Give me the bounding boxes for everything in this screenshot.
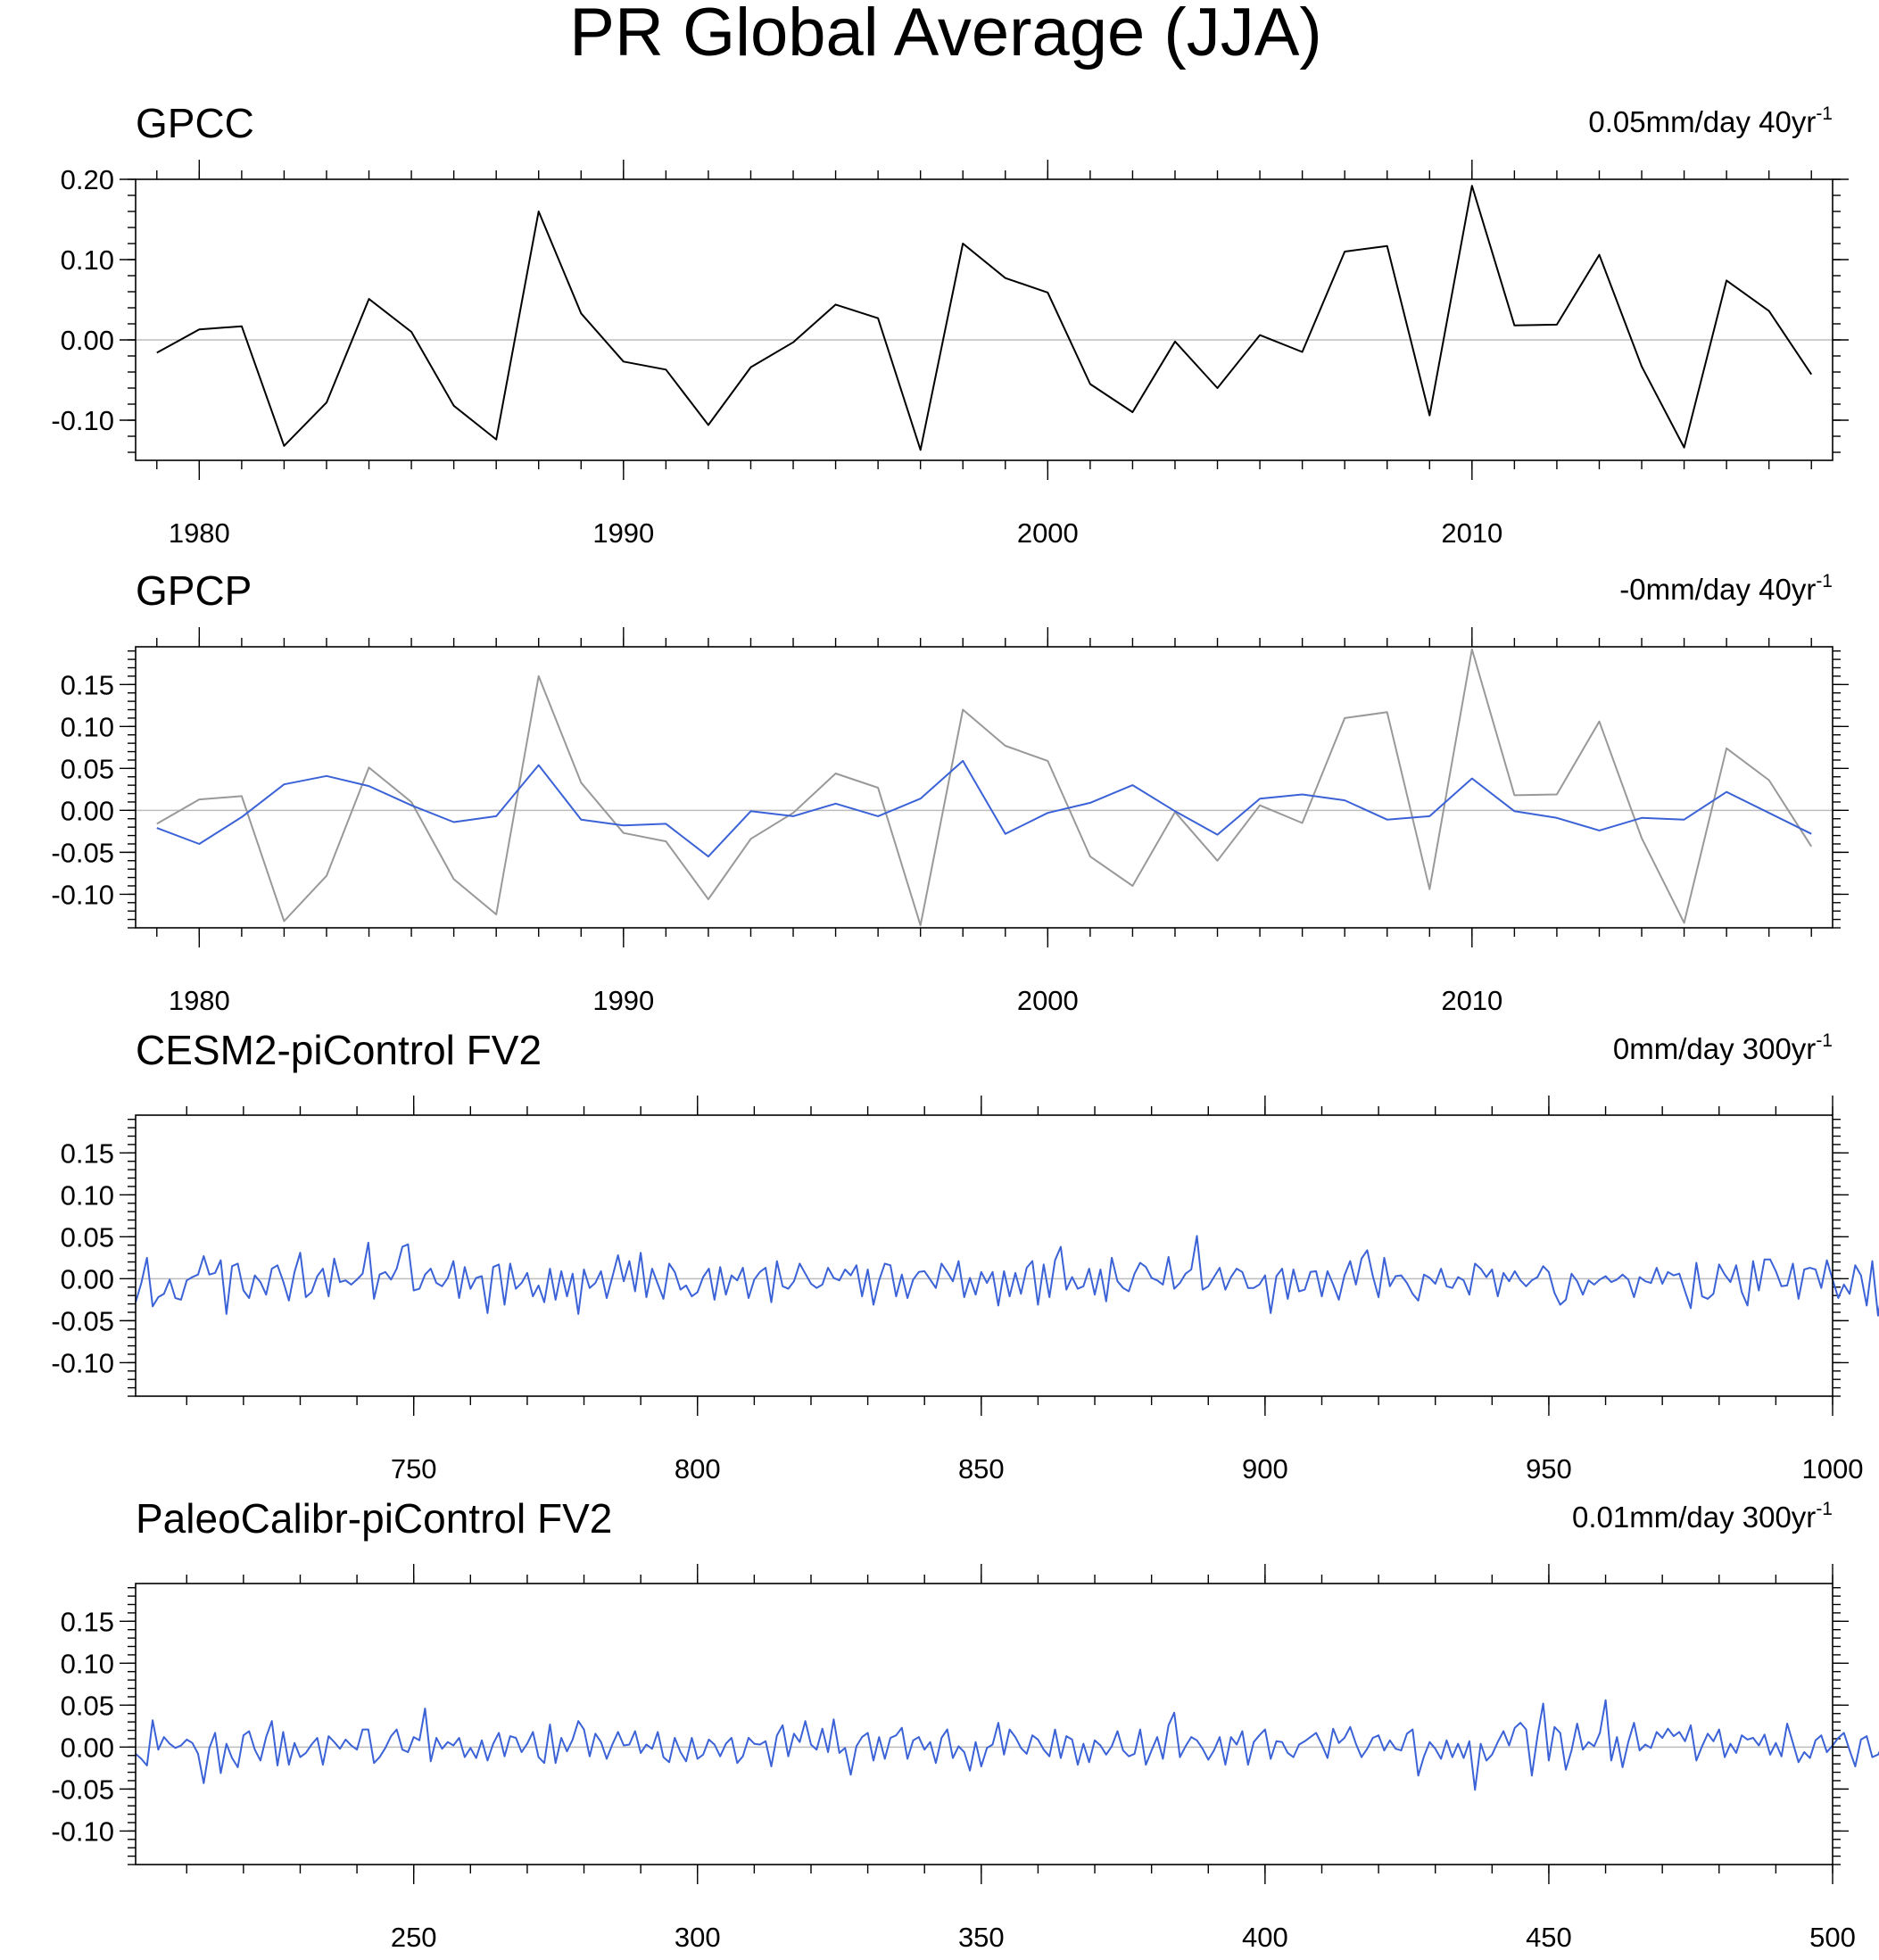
y-tick-label: -0.10	[51, 1815, 114, 1847]
x-tick-label: 950	[1526, 1453, 1572, 1484]
x-tick-label: 2010	[1441, 985, 1502, 1016]
y-tick-label: 0.00	[61, 795, 114, 826]
y-tick-label: -0.10	[51, 879, 114, 910]
y-tick-label: 0.05	[61, 1690, 114, 1721]
x-tick-label: 1990	[592, 517, 654, 549]
x-tick-label: 500	[1809, 1922, 1856, 1953]
plot-frame	[135, 646, 1833, 929]
panel-title: PaleoCalibr-piControl FV2	[136, 1495, 612, 1542]
y-tick-label: -0.10	[51, 1347, 114, 1378]
x-tick-label: 800	[675, 1453, 721, 1484]
y-tick-label: 0.10	[61, 1179, 114, 1211]
figure-title: PR Global Average (JJA)	[569, 0, 1321, 70]
x-tick-label: 450	[1526, 1922, 1572, 1953]
trend-label: 0.01mm/day 300yr-1	[1572, 1499, 1833, 1534]
trend-label: -0mm/day 40yr-1	[1619, 571, 1833, 606]
y-tick-label: -0.05	[51, 1305, 114, 1336]
y-tick-label: 0.15	[61, 1137, 114, 1169]
y-tick-label: 0.15	[61, 669, 114, 700]
y-tick-label: 0.05	[61, 753, 114, 784]
panel-title: GPCP	[136, 567, 252, 614]
x-tick-label: 1000	[1802, 1453, 1864, 1484]
x-tick-label: 250	[391, 1922, 437, 1953]
trend-exponent: -1	[1816, 1030, 1833, 1051]
x-tick-label: 850	[958, 1453, 1005, 1484]
trend-value: 0.01mm/day 300yr	[1572, 1501, 1816, 1534]
x-tick-label: 1980	[169, 517, 230, 549]
y-tick-label: 0.20	[61, 164, 114, 195]
panel-title: CESM2-piControl FV2	[136, 1027, 542, 1073]
y-tick-label: -0.05	[51, 837, 114, 868]
chart-panel-4: PaleoCalibr-piControl FV2 0.01mm/day 300y…	[51, 1495, 1879, 1953]
trend-exponent: -1	[1816, 103, 1833, 124]
y-tick-label: 0.00	[61, 1263, 114, 1294]
x-tick-label: 2000	[1017, 517, 1079, 549]
y-tick-label: 0.10	[61, 711, 114, 742]
chart-panel-3: CESM2-piControl FV2 0mm/day 300yr-1 -0.10 -…	[51, 1027, 1879, 1484]
trend-label: 0mm/day 300yr-1	[1613, 1030, 1833, 1065]
chart-panel-2: GPCP -0mm/day 40yr-1 -0.10 -0.05 0.00 0.05 0.1…	[51, 567, 1849, 1016]
y-tick-label: 0.10	[61, 244, 114, 276]
series-line-paleocalibr-picontrol-fv2	[135, 1699, 1879, 1791]
y-tick-label: -0.10	[51, 405, 114, 436]
trend-exponent: -1	[1816, 1499, 1833, 1519]
x-tick-label: 1990	[592, 985, 654, 1016]
plot-frame	[135, 1114, 1833, 1397]
series-line-gpcc	[156, 648, 1813, 927]
x-tick-label: 400	[1242, 1922, 1288, 1953]
plot-frame	[135, 1583, 1833, 1865]
plot-frame	[135, 178, 1833, 461]
series-line-cesm2-picontrol-fv2	[135, 1235, 1879, 1317]
y-tick-label: 0.15	[61, 1606, 114, 1637]
x-tick-label: 350	[958, 1922, 1005, 1953]
x-tick-label: 2010	[1441, 517, 1502, 549]
panels: GPCC 0.05mm/day 40yr-1-0.100.000.100.2019…	[51, 100, 1879, 1953]
trend-value: 0mm/day 300yr	[1613, 1032, 1816, 1065]
x-tick-label: 1980	[169, 985, 230, 1016]
y-tick-label: 0.10	[61, 1648, 114, 1679]
trend-value: -0mm/day 40yr	[1619, 573, 1816, 606]
panel-title: GPCC	[136, 100, 254, 146]
y-tick-label: -0.05	[51, 1774, 114, 1805]
y-tick-label: 0.05	[61, 1221, 114, 1253]
y-tick-label: 0.00	[61, 1732, 114, 1763]
trend-value: 0.05mm/day 40yr	[1588, 105, 1816, 138]
trend-label: 0.05mm/day 40yr-1	[1588, 103, 1833, 138]
x-tick-label: 300	[675, 1922, 721, 1953]
y-tick-label: 0.00	[61, 325, 114, 356]
chart-panel-1: GPCC 0.05mm/day 40yr-1 -0.10 0.00 0.10 0.20 19…	[51, 100, 1849, 549]
trend-exponent: -1	[1816, 571, 1833, 591]
series-line-gpcc	[156, 185, 1813, 451]
x-tick-label: 2000	[1017, 985, 1079, 1016]
x-tick-label: 900	[1242, 1453, 1288, 1484]
series-line-gpcp	[156, 759, 1812, 858]
x-tick-label: 750	[391, 1453, 437, 1484]
